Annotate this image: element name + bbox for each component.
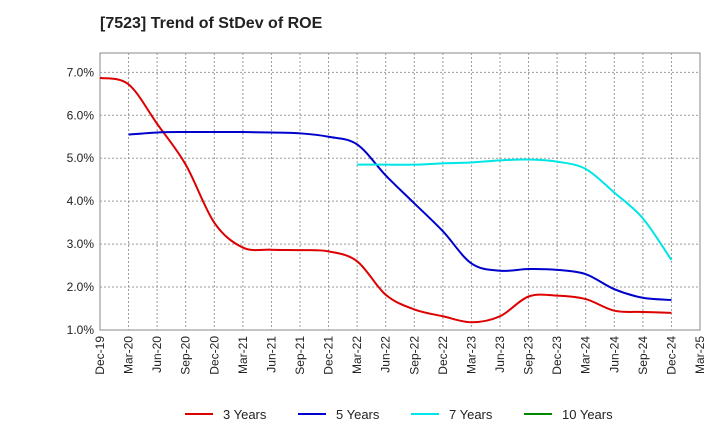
grid-layer — [99, 52, 701, 331]
y-tick-label: 2.0% — [67, 280, 95, 294]
legend-label-5-years: 5 Years — [336, 407, 380, 422]
x-tick-label: Dec-19 — [93, 336, 107, 375]
x-tick-label: Jun-24 — [607, 336, 621, 373]
x-tick-label: Dec-23 — [550, 336, 564, 375]
x-tick-label: Sep-21 — [293, 336, 307, 375]
y-tick-label: 1.0% — [67, 323, 95, 337]
chart-title: [7523] Trend of StDev of ROE — [100, 15, 323, 32]
legend-label-7-years: 7 Years — [449, 407, 493, 422]
plot-area — [99, 52, 701, 331]
x-tick-label: Sep-20 — [179, 336, 193, 375]
y-tick-label: 5.0% — [67, 151, 95, 165]
x-tick-label: Dec-20 — [207, 336, 221, 375]
x-tick-label: Jun-21 — [264, 336, 278, 373]
legend: 3 Years 5 Years 7 Years 10 Years — [185, 407, 613, 422]
x-tick-label: Dec-21 — [322, 336, 336, 375]
x-tick-label: Jun-23 — [493, 336, 507, 373]
x-tick-label: Jun-22 — [379, 336, 393, 373]
x-tick-label: Sep-24 — [636, 336, 650, 375]
y-tick-label: 7.0% — [67, 65, 95, 79]
series-line-3-years — [99, 76, 672, 324]
axis-layer: 1.0% 2.0% 3.0% 4.0% 5.0% 6.0% 7.0% Dec-19 Mar-20… — [67, 65, 707, 374]
series-line-5-years — [128, 130, 672, 301]
x-tick-label: Sep-23 — [522, 336, 536, 375]
x-tick-label: Dec-24 — [664, 336, 678, 375]
x-tick-label: Mar-21 — [236, 336, 250, 374]
x-tick-label: Mar-20 — [122, 336, 136, 374]
legend-label-10-years: 10 Years — [562, 407, 613, 422]
y-tick-label: 6.0% — [67, 108, 95, 122]
x-tick-label: Mar-24 — [579, 336, 593, 374]
y-tick-label: 3.0% — [67, 237, 95, 251]
x-tick-label: Mar-22 — [350, 336, 364, 374]
x-tick-label: Jun-20 — [150, 336, 164, 373]
y-tick-label: 4.0% — [67, 194, 95, 208]
x-tick-label: Sep-22 — [407, 336, 421, 375]
series-line-7-years — [357, 158, 673, 261]
series-layer — [99, 76, 673, 324]
x-tick-label: Mar-23 — [464, 336, 478, 374]
legend-label-3-years: 3 Years — [223, 407, 267, 422]
x-tick-label: Dec-22 — [436, 336, 450, 375]
x-tick-label: Mar-25 — [693, 336, 707, 374]
